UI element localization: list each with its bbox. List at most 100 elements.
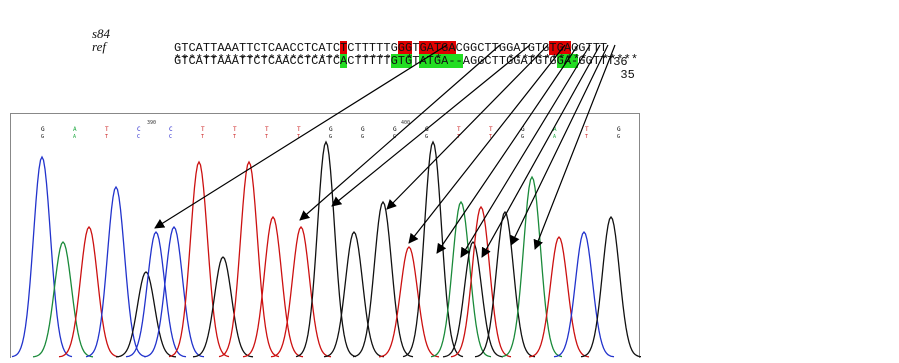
chromatogram-peak bbox=[442, 240, 504, 358]
chromatogram-peak bbox=[218, 160, 280, 358]
arrow-line bbox=[510, 44, 609, 246]
base-letter: T bbox=[592, 54, 600, 68]
base-letter: T bbox=[181, 41, 189, 55]
base-call-label: G bbox=[521, 126, 525, 133]
base-call-label: T bbox=[201, 134, 204, 140]
base-letter: T bbox=[325, 41, 333, 55]
base-letter: A bbox=[224, 41, 232, 55]
base-letter: C bbox=[484, 54, 492, 68]
base-letter: A bbox=[462, 54, 471, 68]
base-letter: C bbox=[332, 41, 341, 55]
sequence-bases: GTCATTAAATTCTCAACCTCATCTCTTTTTGGGTGATGAC… bbox=[174, 41, 607, 55]
highlighted-base: G bbox=[397, 41, 406, 55]
highlighted-base: T bbox=[549, 41, 557, 55]
base-letter: A bbox=[520, 54, 528, 68]
chromatogram-peak bbox=[501, 175, 563, 358]
arrow-line bbox=[436, 44, 579, 254]
base-call-label: T bbox=[233, 126, 237, 133]
base-call-label: T bbox=[297, 134, 300, 140]
chromatogram-peak bbox=[242, 215, 304, 358]
base-letter: C bbox=[188, 41, 196, 55]
chromatogram-peak bbox=[125, 230, 187, 358]
highlighted-base: - bbox=[455, 54, 463, 68]
highlighted-base: - bbox=[571, 54, 579, 68]
base-letter: G bbox=[174, 54, 182, 68]
chromatogram-peak bbox=[450, 205, 512, 358]
sequence-name: ref bbox=[92, 39, 106, 54]
base-call-label: T bbox=[105, 134, 108, 140]
arrow-line bbox=[533, 44, 616, 250]
chromatogram-peak bbox=[378, 246, 440, 358]
chromatogram-peak bbox=[352, 200, 414, 358]
chromatogram-peak bbox=[270, 225, 332, 358]
position-marker: 390 bbox=[147, 120, 156, 126]
base-call-label: G bbox=[425, 134, 428, 140]
base-letter: T bbox=[202, 54, 211, 68]
base-letter: C bbox=[267, 41, 276, 55]
base-letter: G bbox=[578, 41, 586, 55]
highlighted-base: A bbox=[419, 54, 427, 68]
base-call-label: G bbox=[41, 126, 45, 133]
chromatogram-peak bbox=[192, 256, 254, 358]
base-letter: T bbox=[210, 41, 218, 55]
highlighted-base: A bbox=[441, 54, 449, 68]
base-letter: A bbox=[224, 54, 232, 68]
base-letter: T bbox=[607, 54, 615, 68]
base-letter: T bbox=[260, 54, 268, 68]
chromatogram-peak bbox=[295, 140, 357, 358]
base-call-label: G bbox=[617, 134, 620, 140]
base-letter: G bbox=[462, 41, 471, 55]
base-letter: G bbox=[534, 54, 543, 68]
highlighted-base: A bbox=[563, 41, 572, 55]
base-letter: T bbox=[412, 54, 420, 68]
arrow-line bbox=[460, 44, 591, 258]
highlighted-base: G bbox=[441, 41, 449, 55]
base-letter: A bbox=[217, 54, 225, 68]
base-letter: T bbox=[585, 41, 593, 55]
base-call-label: C bbox=[137, 126, 141, 133]
base-call-label: T bbox=[105, 126, 109, 133]
base-letter: T bbox=[491, 54, 499, 68]
base-letter: T bbox=[246, 41, 254, 55]
chromatogram-peak bbox=[430, 200, 492, 358]
base-letter: T bbox=[361, 54, 369, 68]
base-letter: C bbox=[311, 54, 319, 68]
base-call-label: G bbox=[393, 126, 397, 133]
base-letter: G bbox=[469, 41, 478, 55]
base-letter: T bbox=[260, 41, 268, 55]
base-letter: T bbox=[368, 41, 377, 55]
highlighted-base: G bbox=[405, 54, 413, 68]
base-letter: G bbox=[174, 41, 182, 55]
base-letter: C bbox=[311, 41, 319, 55]
base-letter: G bbox=[527, 41, 535, 55]
base-letter: T bbox=[484, 41, 492, 55]
highlighted-base: G bbox=[556, 41, 564, 55]
base-letter: G bbox=[585, 54, 593, 68]
chromatogram-peak bbox=[143, 225, 205, 358]
highlighted-base: A bbox=[340, 54, 348, 68]
arrow-line bbox=[408, 44, 566, 244]
base-letter: A bbox=[275, 41, 283, 55]
base-letter: G bbox=[571, 41, 579, 55]
base-letter: T bbox=[376, 54, 384, 68]
arrow-line bbox=[386, 44, 549, 210]
base-letter: A bbox=[318, 54, 326, 68]
base-letter: C bbox=[347, 41, 355, 55]
base-letter: C bbox=[477, 41, 485, 55]
base-letter: A bbox=[282, 54, 290, 68]
base-call-label: C bbox=[137, 134, 140, 140]
base-letter: A bbox=[195, 54, 203, 68]
highlighted-base: T bbox=[340, 41, 348, 55]
base-call-label: T bbox=[457, 126, 461, 133]
chromatogram-peak bbox=[115, 271, 177, 358]
base-letter: T bbox=[534, 41, 543, 55]
base-letter: T bbox=[498, 54, 507, 68]
base-letter: T bbox=[303, 54, 312, 68]
base-letter: C bbox=[188, 54, 196, 68]
base-call-label: G bbox=[617, 126, 621, 133]
chromatogram-panel: GGAATTCCCCTTTTTTTTGGGGGGGGTTTTGGAATTGG39… bbox=[10, 113, 642, 358]
base-letter: T bbox=[383, 41, 391, 55]
base-call-label: T bbox=[489, 126, 493, 133]
base-call-label: G bbox=[361, 134, 364, 140]
base-call-label: A bbox=[553, 126, 557, 133]
